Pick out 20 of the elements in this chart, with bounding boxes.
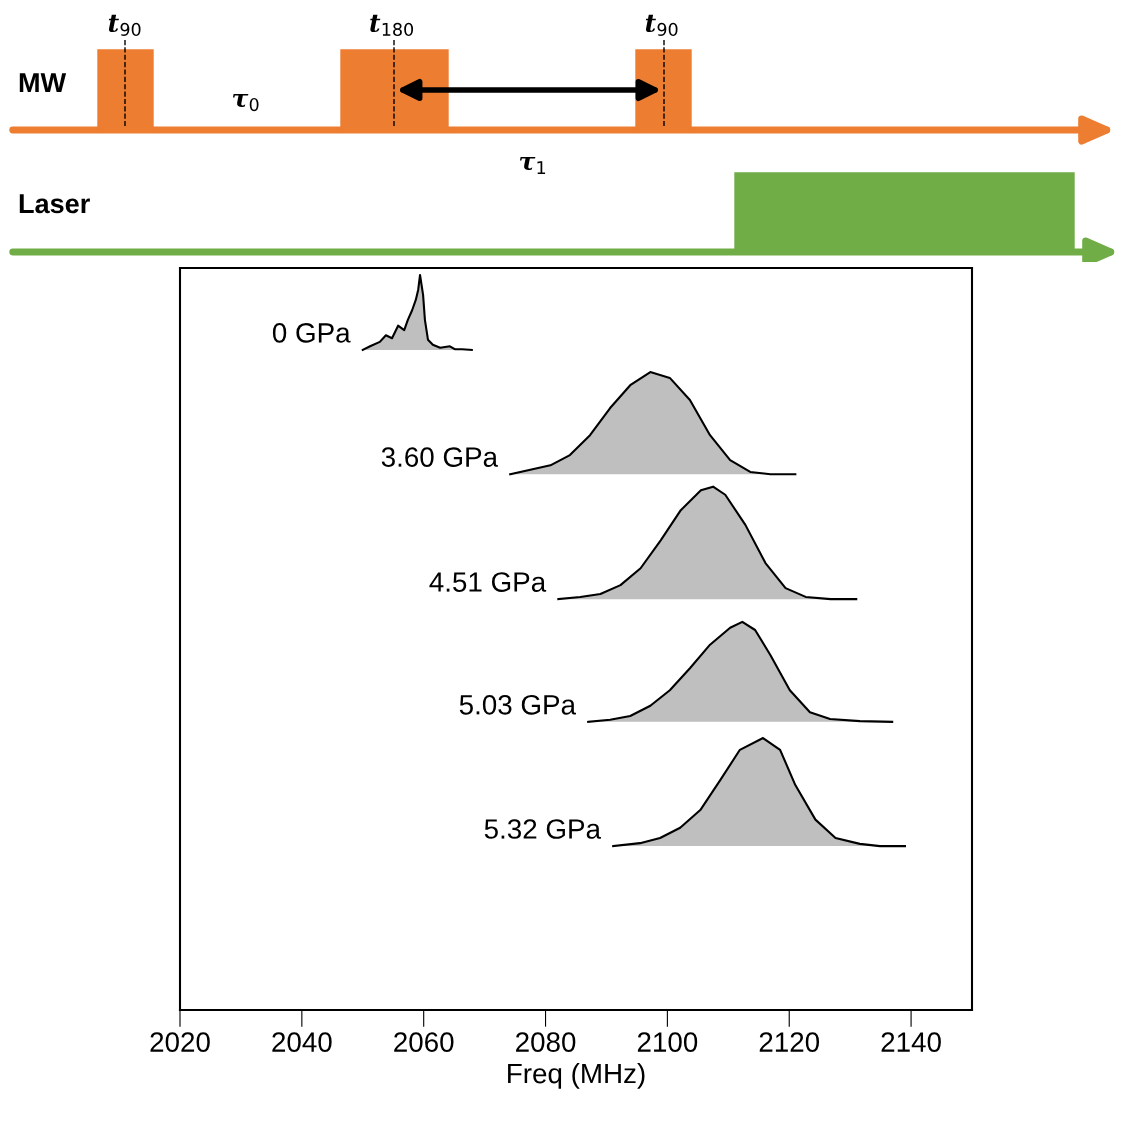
x-tick-label: 2100 xyxy=(637,1032,698,1052)
x-tick-label: 2140 xyxy=(881,1032,941,1052)
text: τ$_{1}$ xyxy=(519,156,546,174)
x-tick-label: 2060 xyxy=(394,1032,454,1052)
text: τ$_{0}$ xyxy=(232,93,259,112)
series-label: 3.60 GPa xyxy=(381,447,499,467)
series-label: 5.32 GPa xyxy=(484,819,601,839)
x-tick-label: 2080 xyxy=(516,1032,576,1052)
series-label: 0 GPa xyxy=(272,323,351,343)
x-tick-label: 2040 xyxy=(272,1032,332,1052)
x-tick-label: 2020 xyxy=(150,1032,210,1052)
series-label: 4.51 GPa xyxy=(429,572,547,592)
text: t$_{90}$ xyxy=(645,14,678,36)
text: Laser xyxy=(19,194,90,214)
x-axis-title: Freq (MHz) xyxy=(508,1062,645,1089)
text: t$_{90}$ xyxy=(108,14,141,36)
series-label: 5.03 GPa xyxy=(459,694,577,715)
text: t$_{180}$ xyxy=(370,14,414,36)
text: MW xyxy=(19,73,67,92)
x-tick-label: 2120 xyxy=(759,1032,820,1052)
